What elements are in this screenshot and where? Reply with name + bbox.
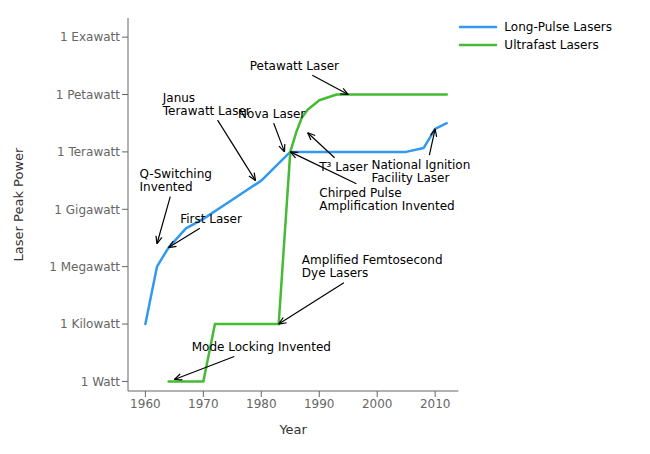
html-text:Terawatt Laser: Terawatt Laser	[162, 103, 251, 118]
svg-text:1960: 1960	[130, 397, 161, 411]
html-text:Long-Pulse Lasers: Long-Pulse Lasers	[504, 20, 612, 34]
svg-text:2010: 2010	[420, 397, 451, 411]
svg-text:Year: Year	[278, 422, 307, 437]
svg-text:1 Gigawatt: 1 Gigawatt	[54, 203, 120, 217]
svg-text:Q-SwitchingInvented: Q-SwitchingInvented	[140, 167, 212, 194]
svg-text:2000: 2000	[362, 397, 393, 411]
svg-text:1 Watt: 1 Watt	[81, 375, 121, 389]
svg-text:1980: 1980	[246, 397, 277, 411]
svg-text:1990: 1990	[304, 397, 335, 411]
svg-text:National IgnitionFacility Lase: National IgnitionFacility Laser	[371, 158, 470, 185]
svg-text:1 Megawatt: 1 Megawatt	[49, 260, 120, 274]
svg-text:1970: 1970	[188, 397, 219, 411]
svg-text:1 Kilowatt: 1 Kilowatt	[60, 317, 120, 331]
svg-text:Petawatt Laser: Petawatt Laser	[250, 59, 339, 73]
svg-text:Chirped PulseAmplification Inv: Chirped PulseAmplification Invented	[319, 186, 454, 213]
svg-text:First Laser: First Laser	[180, 212, 242, 226]
html-text:Ultrafast Lasers: Ultrafast Lasers	[504, 38, 599, 52]
html-text:Janus: Janus	[162, 90, 196, 105]
svg-text:1 Petawatt: 1 Petawatt	[56, 88, 121, 102]
svg-text:Nova Laser: Nova Laser	[238, 107, 305, 121]
svg-text:1 Exawatt: 1 Exawatt	[60, 30, 120, 44]
svg-text:Amplified FemtosecondDye Laser: Amplified FemtosecondDye Lasers	[302, 253, 443, 280]
svg-text:Laser Peak Power: Laser Peak Power	[11, 147, 26, 261]
svg-text:T³ Laser: T³ Laser	[318, 160, 368, 174]
svg-text:Mode Locking Invented: Mode Locking Invented	[192, 340, 331, 354]
svg-text:1 Terawatt: 1 Terawatt	[57, 145, 120, 159]
